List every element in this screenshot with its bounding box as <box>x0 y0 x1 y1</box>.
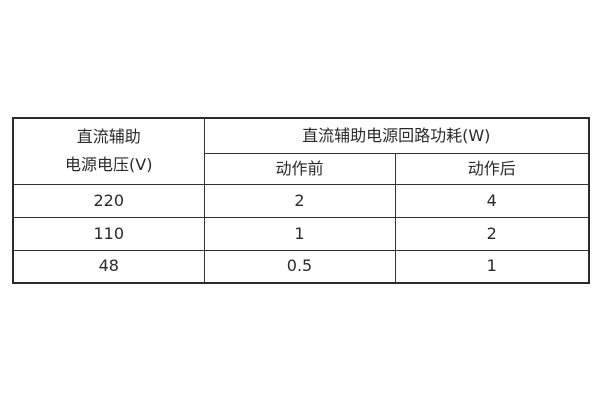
header-voltage-line2: 电源电压(V) <box>65 155 153 175</box>
voltage-value: 48 <box>12 249 205 284</box>
header-voltage-cell: 直流辅助 电源电压(V) <box>12 117 205 185</box>
after-value: 1 <box>394 249 590 284</box>
dc-aux-power-table: 直流辅助 电源电压(V) 直流辅助电源回路功耗(W) 动作前 动作后 220 2… <box>12 117 590 284</box>
header-voltage-line1: 直流辅助 <box>76 127 141 147</box>
voltage-value: 110 <box>12 216 205 251</box>
before-value: 2 <box>203 183 396 218</box>
after-value: 2 <box>394 216 590 251</box>
table-row: 220 2 4 <box>12 183 590 218</box>
header-group-row: 直流辅助 电源电压(V) 直流辅助电源回路功耗(W) <box>12 117 590 185</box>
before-value: 0.5 <box>203 249 396 284</box>
header-power-group-cell: 直流辅助电源回路功耗(W) <box>203 117 590 154</box>
after-value: 4 <box>394 183 590 218</box>
subheader-before-cell: 动作前 <box>203 152 396 185</box>
subheader-after-cell: 动作后 <box>394 152 590 185</box>
before-value: 1 <box>203 216 396 251</box>
voltage-value: 220 <box>12 183 205 218</box>
table-row: 110 1 2 <box>12 216 590 251</box>
subheader-row: 动作前 动作后 <box>13 152 590 185</box>
table-row: 48 0.5 1 <box>12 249 590 284</box>
